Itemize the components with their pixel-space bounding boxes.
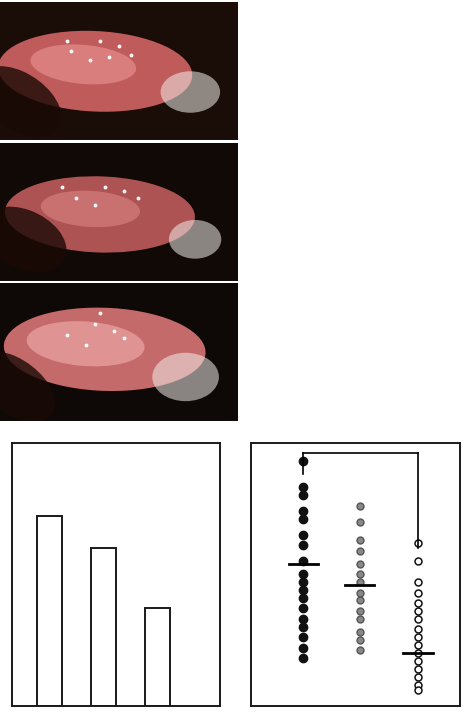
- Ellipse shape: [161, 71, 220, 113]
- Ellipse shape: [169, 220, 221, 258]
- Bar: [91, 548, 116, 706]
- Bar: [146, 608, 170, 706]
- Ellipse shape: [5, 176, 195, 253]
- Ellipse shape: [30, 45, 136, 84]
- Ellipse shape: [41, 191, 140, 228]
- Ellipse shape: [0, 66, 62, 138]
- Bar: [37, 516, 62, 706]
- Ellipse shape: [27, 321, 145, 366]
- Ellipse shape: [4, 307, 206, 391]
- Ellipse shape: [0, 207, 66, 272]
- Ellipse shape: [0, 351, 55, 422]
- Ellipse shape: [152, 353, 219, 401]
- Ellipse shape: [0, 31, 192, 112]
